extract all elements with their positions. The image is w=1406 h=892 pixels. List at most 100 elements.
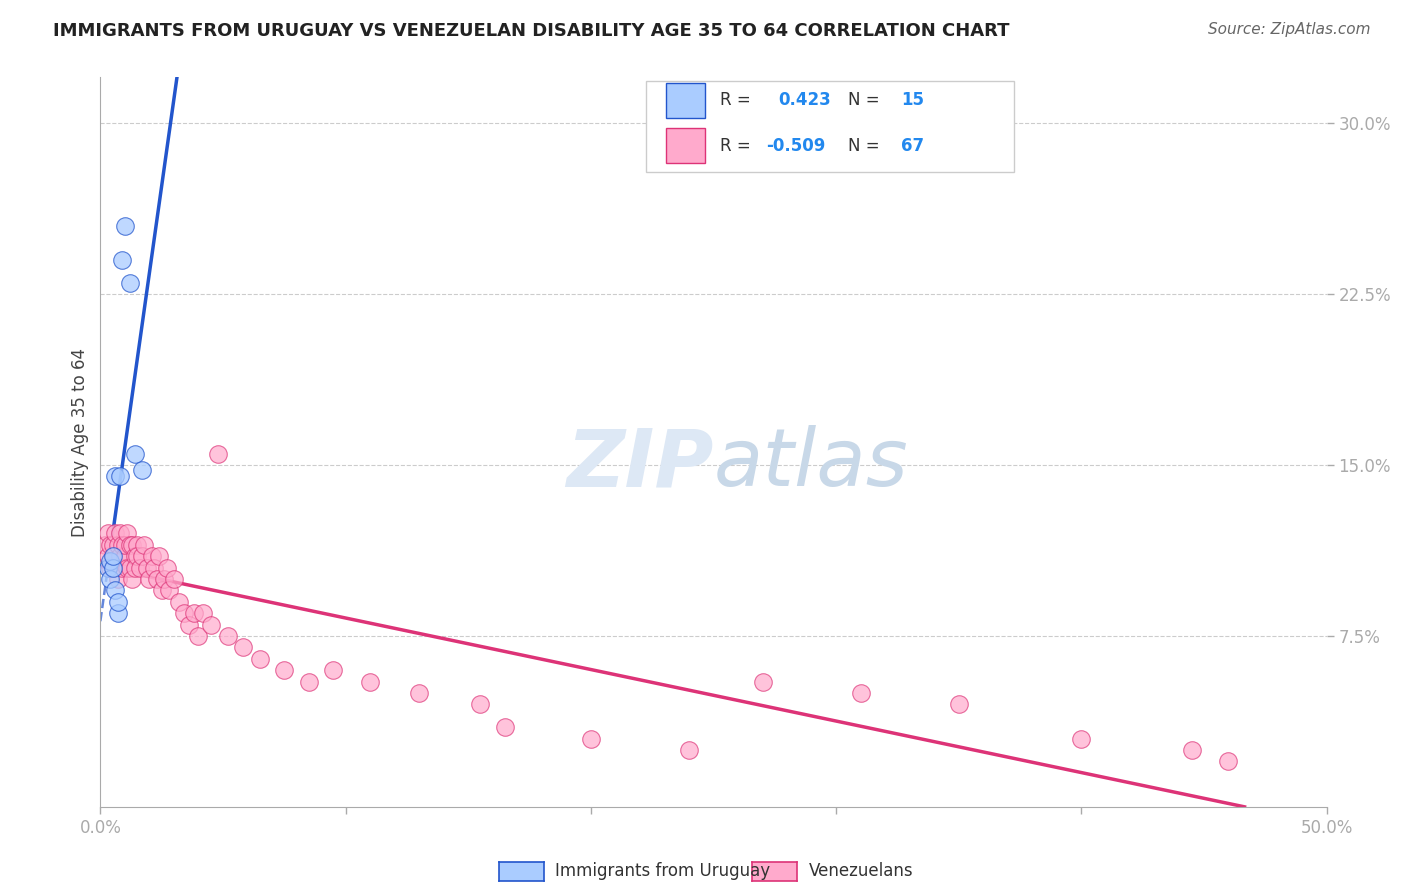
Point [678,743,700,757]
Point [249,652,271,666]
Point [114,549,136,564]
Text: N =: N = [848,136,886,154]
Text: Venezuelans: Venezuelans [808,863,912,880]
Point [101,549,124,564]
Point [359,674,381,689]
Text: -0.509: -0.509 [766,136,825,154]
Point [98,560,121,574]
Point [183,607,205,621]
Text: R =: R = [720,91,761,109]
Point [108,549,131,564]
Point [97,560,120,574]
Point [127,549,149,564]
Point [167,595,190,609]
Point [107,538,129,552]
Point [298,674,321,689]
Point [849,686,872,700]
Point [111,538,134,552]
Point [98,538,121,552]
Point [108,526,131,541]
Point [128,560,150,574]
Point [470,698,492,712]
Point [138,572,160,586]
Point [104,583,127,598]
Point [134,538,156,552]
Point [114,219,136,233]
Point [118,560,141,574]
Text: atlas: atlas [713,425,908,503]
Point [579,731,602,746]
Point [200,617,222,632]
Point [153,572,176,586]
Point [494,720,516,734]
Point [118,276,141,290]
Point [173,607,195,621]
Point [107,607,129,621]
Point [143,560,166,574]
Point [157,583,180,598]
Point [108,469,131,483]
Point [118,538,141,552]
Text: Immigrants from Uruguay: Immigrants from Uruguay [555,863,770,880]
Point [1181,743,1204,757]
Text: Source: ZipAtlas.com: Source: ZipAtlas.com [1208,22,1371,37]
Point [127,538,149,552]
Point [104,469,127,483]
Point [124,560,146,574]
Point [131,549,153,564]
Point [1218,755,1240,769]
Point [121,572,143,586]
Bar [665,128,704,163]
Point [101,538,124,552]
Point [232,640,254,655]
Text: 0.423: 0.423 [779,91,831,109]
Point [322,663,344,677]
Bar [645,81,1014,172]
Point [751,674,773,689]
Text: 67: 67 [901,136,924,154]
Point [131,462,153,476]
Text: ZIP: ZIP [567,425,713,503]
Point [101,560,124,574]
Point [141,549,163,564]
Point [124,549,146,564]
Point [114,538,136,552]
Point [104,560,127,574]
Point [163,572,186,586]
Point [177,617,200,632]
Point [101,549,124,564]
Point [97,526,120,541]
Point [408,686,430,700]
Point [117,560,139,574]
Point [948,698,970,712]
Point [273,663,295,677]
Point [111,252,134,267]
Text: IMMIGRANTS FROM URUGUAY VS VENEZUELAN DISABILITY AGE 35 TO 64 CORRELATION CHART: IMMIGRANTS FROM URUGUAY VS VENEZUELAN DI… [53,22,1010,40]
Point [217,629,239,643]
Point [107,595,129,609]
Point [148,549,170,564]
Point [104,526,127,541]
Point [97,549,120,564]
Y-axis label: Disability Age 35 to 64: Disability Age 35 to 64 [72,348,89,537]
Point [1070,731,1092,746]
Point [155,560,177,574]
Point [94,538,117,552]
Point [107,572,129,586]
Point [117,526,139,541]
Text: R =: R = [720,136,755,154]
Point [98,554,121,568]
Point [207,447,229,461]
Point [145,572,167,586]
Text: 15: 15 [901,91,924,109]
Point [111,560,134,574]
Point [124,447,146,461]
Point [136,560,159,574]
Point [98,572,121,586]
Point [150,583,173,598]
Text: N =: N = [848,91,886,109]
Bar [665,83,704,118]
Point [121,538,143,552]
Point [193,607,215,621]
Point [187,629,209,643]
